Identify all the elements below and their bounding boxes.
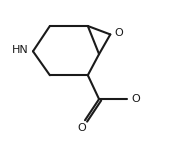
Text: HN: HN [12, 45, 29, 55]
Text: O: O [131, 94, 140, 104]
Text: O: O [115, 28, 123, 38]
Text: O: O [78, 123, 87, 133]
